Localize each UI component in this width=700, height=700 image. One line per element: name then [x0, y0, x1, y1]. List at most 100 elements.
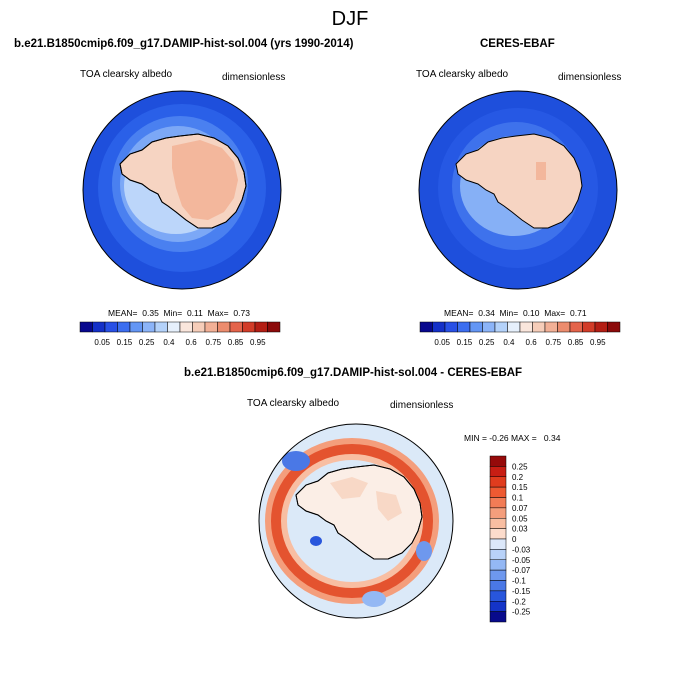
colorbar-swatch: [607, 321, 621, 333]
panel3-variable: TOA clearsky albedo: [247, 398, 340, 409]
colorbar-tick-label: 0.75: [546, 338, 562, 347]
mean-value: 0.35: [142, 308, 159, 318]
colorbar-tick-label: 0.6: [526, 338, 538, 347]
panel2-map: [418, 90, 618, 290]
colorbar-swatch: [79, 321, 93, 333]
panel1-map: [82, 90, 282, 290]
colorbar-tick-label: 0.03: [512, 525, 528, 534]
panel1-stats: MEAN= 0.35 Min= 0.11 Max= 0.73: [108, 308, 250, 318]
min-value: 0.10: [522, 308, 540, 318]
colorbar-swatch: [544, 321, 558, 333]
season-title: DJF: [331, 8, 369, 30]
max-label: Max=: [544, 308, 566, 318]
colorbar-tick-label: 0.4: [503, 338, 515, 347]
colorbar-swatch: [489, 497, 507, 509]
colorbar-swatch: [594, 321, 608, 333]
colorbar-tick-label: 0: [512, 535, 517, 544]
colorbar-tick-label: 0.15: [457, 338, 473, 347]
max-value: 0.73: [233, 308, 250, 318]
panel3-colorbar: 0.250.20.150.10.070.050.030-0.03-0.05-0.…: [489, 455, 531, 623]
colorbar-tick-label: 0.25: [139, 338, 155, 347]
colorbar-tick-label: -0.2: [512, 597, 526, 606]
colorbar-swatch: [229, 321, 243, 333]
colorbar-swatch: [489, 601, 507, 612]
colorbar-swatch: [469, 321, 483, 333]
min-value: -0.26: [489, 433, 509, 443]
colorbar-swatch: [179, 321, 193, 333]
colorbar-tick-label: 0.05: [94, 338, 110, 347]
colorbar-swatch: [167, 321, 181, 333]
colorbar-swatch: [494, 321, 508, 333]
colorbar-swatch: [489, 486, 507, 498]
colorbar-swatch: [489, 476, 507, 488]
colorbar-swatch: [457, 321, 471, 333]
max-label: Max=: [207, 308, 229, 318]
colorbar-tick-label: -0.15: [512, 587, 531, 596]
colorbar-swatch: [142, 321, 156, 333]
min-label: MIN =: [464, 433, 487, 443]
colorbar-swatch: [432, 321, 446, 333]
colorbar-swatch: [489, 507, 507, 519]
min-label: Min=: [163, 308, 183, 318]
panel2-units: dimensionless: [558, 72, 622, 83]
colorbar-swatch: [192, 321, 206, 333]
colorbar-swatch: [489, 549, 507, 560]
colorbar-tick-label: 0.2: [512, 473, 524, 482]
colorbar-swatch: [482, 321, 496, 333]
colorbar-swatch: [444, 321, 458, 333]
colorbar-tick-label: 0.05: [434, 338, 450, 347]
colorbar-swatch: [489, 580, 507, 592]
colorbar-tick-label: 0.4: [163, 338, 175, 347]
colorbar-tick-label: 0.05: [512, 514, 528, 523]
colorbar-tick-label: 0.1: [512, 494, 524, 503]
colorbar-swatch: [489, 455, 507, 467]
colorbar-swatch: [92, 321, 106, 333]
colorbar-swatch: [217, 321, 231, 333]
panel3-units: dimensionless: [390, 400, 454, 411]
colorbar-tick-label: -0.25: [512, 608, 531, 617]
panel3-stats: MIN = -0.26 MAX = 0.34: [464, 433, 560, 443]
colorbar-tick-label: -0.1: [512, 577, 526, 586]
colorbar-tick-label: 0.15: [117, 338, 133, 347]
colorbar-swatch: [569, 321, 583, 333]
mean-label: MEAN=: [108, 308, 138, 318]
colorbar-swatch: [519, 321, 533, 333]
colorbar-tick-label: -0.03: [512, 545, 531, 554]
colorbar-tick-label: 0.85: [568, 338, 584, 347]
panel1-title: b.e21.B1850cmip6.f09_g17.DAMIP-hist-sol.…: [14, 38, 354, 50]
colorbar-swatch: [117, 321, 131, 333]
max-label: MAX =: [511, 433, 537, 443]
colorbar-tick-label: 0.6: [186, 338, 198, 347]
panel1-units: dimensionless: [222, 72, 286, 83]
colorbar-tick-label: 0.25: [479, 338, 495, 347]
colorbar-tick-label: 0.95: [590, 338, 606, 347]
colorbar-swatch: [419, 321, 433, 333]
colorbar-swatch: [204, 321, 218, 333]
colorbar-swatch: [507, 321, 521, 333]
panel3-title: b.e21.B1850cmip6.f09_g17.DAMIP-hist-sol.…: [184, 367, 523, 379]
colorbar-tick-label: -0.05: [512, 556, 531, 565]
colorbar-swatch: [489, 569, 507, 581]
colorbar-swatch: [489, 528, 507, 540]
colorbar-swatch: [532, 321, 546, 333]
colorbar-swatch: [489, 611, 507, 623]
colorbar-swatch: [489, 538, 507, 550]
panel2-variable: TOA clearsky albedo: [416, 69, 509, 80]
colorbar-tick-label: 0.15: [512, 483, 528, 492]
colorbar-swatch: [104, 321, 118, 333]
colorbar-tick-label: -0.07: [512, 566, 531, 575]
panel2-title: CERES-EBAF: [480, 38, 555, 50]
colorbar-tick-label: 0.85: [228, 338, 244, 347]
colorbar-swatch: [129, 321, 143, 333]
max-value: 0.71: [570, 308, 587, 318]
colorbar-tick-label: 0.25: [512, 462, 528, 471]
min-value: 0.11: [186, 308, 203, 318]
mean-value: 0.34: [478, 308, 495, 318]
colorbar-swatch: [557, 321, 571, 333]
colorbar-swatch: [489, 559, 507, 571]
colorbar-tick-label: 0.95: [250, 338, 266, 347]
colorbar-swatch: [489, 466, 507, 477]
colorbar-swatch: [489, 590, 507, 602]
colorbar-swatch: [267, 321, 281, 333]
colorbar-swatch: [582, 321, 596, 333]
